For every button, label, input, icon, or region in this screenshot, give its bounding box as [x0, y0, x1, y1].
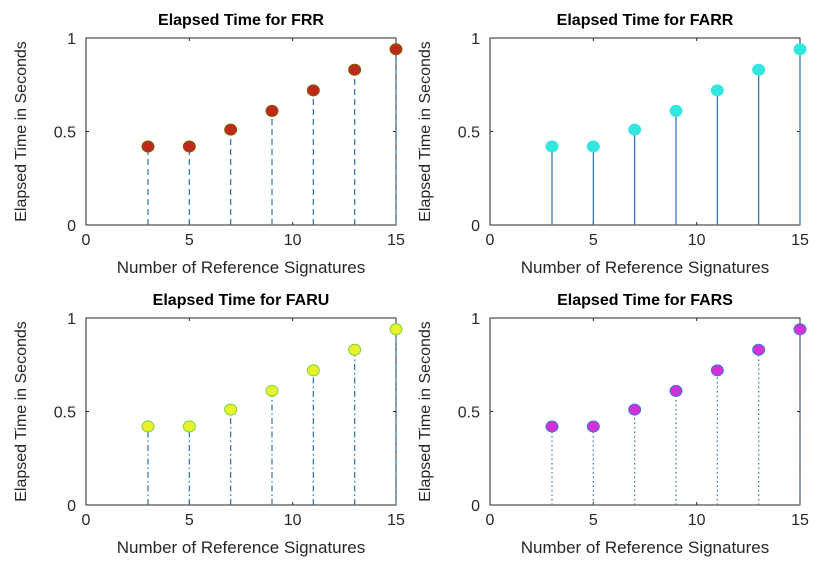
- axes-box: [85, 317, 397, 506]
- y-tick-label: 0: [471, 218, 480, 235]
- data-point-marker: [389, 323, 403, 336]
- data-point-marker: [224, 123, 238, 136]
- x-tick-label: 10: [688, 232, 706, 249]
- y-axis-label: Elapsed Time in Seconds: [417, 41, 434, 222]
- data-point-marker: [224, 403, 238, 416]
- data-point-marker: [141, 420, 155, 433]
- data-point-marker: [348, 63, 362, 76]
- data-point-marker: [265, 104, 279, 117]
- data-point-marker: [389, 43, 403, 56]
- x-tick-label: 5: [589, 512, 598, 529]
- x-tick-label: 15: [791, 512, 809, 529]
- y-tick-label: 1: [67, 31, 76, 48]
- subplot-3: 0 5 10 15 0 0.5 1 Elapsed Time for FARU Number o…: [13, 292, 405, 557]
- y-tick-label: 0.5: [54, 405, 76, 422]
- y-tick-label: 0: [67, 498, 76, 515]
- data-point-marker: [586, 140, 600, 153]
- data-point-marker: [752, 343, 766, 356]
- y-tick-label: 1: [471, 31, 480, 48]
- x-tick-label: 0: [82, 512, 91, 529]
- y-tick-label: 0: [471, 498, 480, 515]
- x-tick-label: 5: [185, 512, 194, 529]
- x-tick-label: 5: [185, 232, 194, 249]
- x-tick-label: 5: [589, 232, 598, 249]
- chart-title: Elapsed Time for FARR: [557, 12, 734, 29]
- x-axis-label: Number of Reference Signatures: [117, 538, 366, 557]
- data-point-marker: [710, 84, 724, 97]
- x-tick-label: 15: [387, 232, 405, 249]
- axes-box: [489, 317, 801, 506]
- data-point-marker: [669, 104, 683, 117]
- data-point-marker: [306, 364, 320, 377]
- y-tick-label: 1: [471, 311, 480, 328]
- subplot-2: 0 5 10 15 0 0.5 1 Elapsed Time for FARR Number o…: [417, 12, 809, 277]
- x-tick-label: 0: [486, 512, 495, 529]
- chart-title: Elapsed Time for FRR: [158, 12, 324, 29]
- axes-box: [85, 37, 397, 226]
- x-tick-label: 15: [387, 512, 405, 529]
- data-point-marker: [710, 364, 724, 377]
- data-point-marker: [793, 43, 807, 56]
- y-tick-label: 0.5: [54, 125, 76, 142]
- data-point-marker: [628, 403, 642, 416]
- data-point-marker: [182, 140, 196, 153]
- x-axis-label: Number of Reference Signatures: [521, 258, 770, 277]
- y-tick-label: 0.5: [458, 405, 480, 422]
- subplot-1: 0 5 10 15 0 0.5 1 Elapsed Time for FRR Number of…: [13, 12, 405, 277]
- y-axis-label: Elapsed Time in Seconds: [417, 321, 434, 502]
- axes-box: [489, 37, 801, 226]
- data-point-marker: [141, 140, 155, 153]
- x-axis-label: Number of Reference Signatures: [521, 538, 770, 557]
- x-tick-label: 10: [688, 512, 706, 529]
- data-point-marker: [752, 63, 766, 76]
- y-axis-label: Elapsed Time in Seconds: [13, 41, 30, 222]
- data-point-marker: [628, 123, 642, 136]
- chart-title: Elapsed Time for FARU: [153, 292, 330, 309]
- y-tick-label: 1: [67, 311, 76, 328]
- y-axis-label: Elapsed Time in Seconds: [13, 321, 30, 502]
- data-point-marker: [265, 384, 279, 397]
- data-point-marker: [182, 420, 196, 433]
- data-point-marker: [586, 420, 600, 433]
- y-tick-label: 0.5: [458, 125, 480, 142]
- x-tick-label: 10: [284, 512, 302, 529]
- data-point-marker: [545, 140, 559, 153]
- x-tick-label: 0: [486, 232, 495, 249]
- data-point-marker: [669, 384, 683, 397]
- x-tick-label: 15: [791, 232, 809, 249]
- chart-title: Elapsed Time for FARS: [557, 292, 733, 309]
- data-point-marker: [348, 343, 362, 356]
- x-tick-label: 10: [284, 232, 302, 249]
- x-tick-label: 0: [82, 232, 91, 249]
- data-point-marker: [545, 420, 559, 433]
- data-point-marker: [306, 84, 320, 97]
- data-point-marker: [793, 323, 807, 336]
- y-tick-label: 0: [67, 218, 76, 235]
- subplot-4: 0 5 10 15 0 0.5 1 Elapsed Time for FARS Number o…: [417, 292, 809, 557]
- x-axis-label: Number of Reference Signatures: [117, 258, 366, 277]
